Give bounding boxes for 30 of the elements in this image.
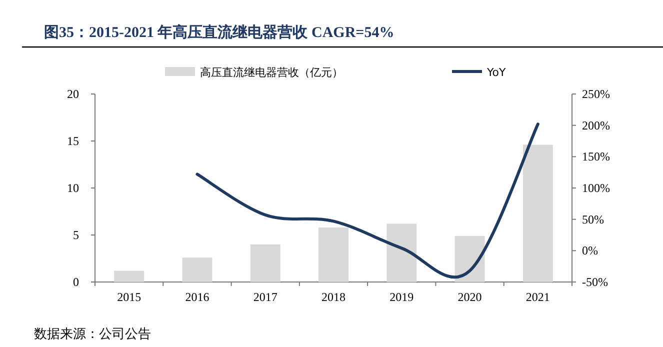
y2-tick-label: -50% xyxy=(582,275,608,289)
y2-tick-label: 150% xyxy=(582,150,610,164)
y-tick-label: 15 xyxy=(67,134,79,148)
x-tick-label: 2018 xyxy=(322,290,346,304)
bar xyxy=(114,270,144,282)
y2-tick-label: 100% xyxy=(582,181,610,195)
bar xyxy=(318,227,348,282)
x-tick-label: 2021 xyxy=(526,290,550,304)
y2-tick-label: 200% xyxy=(582,118,610,132)
y-tick-label: 0 xyxy=(73,275,79,289)
bar xyxy=(250,244,280,282)
x-tick-label: 2020 xyxy=(458,290,482,304)
source-note: 数据来源：公司公告 xyxy=(34,326,151,341)
bar xyxy=(386,224,417,282)
chart-title: 图35：2015-2021 年高压直流继电器营收 CAGR=54% xyxy=(44,23,394,41)
y-tick-label: 5 xyxy=(73,228,79,242)
x-tick-label: 2017 xyxy=(253,290,278,304)
y2-tick-label: 0% xyxy=(582,244,598,258)
bar xyxy=(454,236,485,282)
x-tick-label: 2019 xyxy=(390,290,414,304)
y-tick-label: 10 xyxy=(67,181,79,195)
legend-label: 高压直流继电器营收（亿元） xyxy=(200,66,343,79)
legend-label: YoY xyxy=(486,66,506,79)
y-tick-label: 20 xyxy=(67,87,79,101)
y2-tick-label: 50% xyxy=(582,212,604,226)
bar xyxy=(182,258,212,282)
y2-tick-label: 250% xyxy=(582,87,610,101)
x-tick-label: 2015 xyxy=(117,290,142,304)
bar xyxy=(522,144,553,282)
x-tick-label: 2016 xyxy=(185,290,210,304)
